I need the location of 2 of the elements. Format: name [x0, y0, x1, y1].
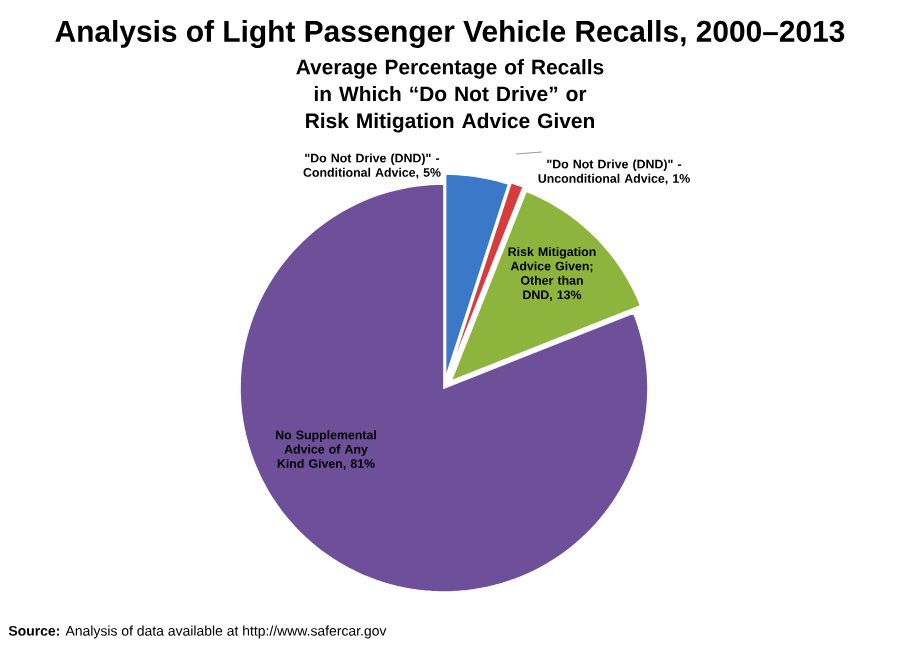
chart-title: Analysis of Light Passenger Vehicle Recalls, 2000–2013: [55, 20, 845, 48]
chart-subtitle: Average Percentage of Recalls in Which “Do Not Drive” or Risk Mitigation Advice Given: [296, 59, 604, 133]
